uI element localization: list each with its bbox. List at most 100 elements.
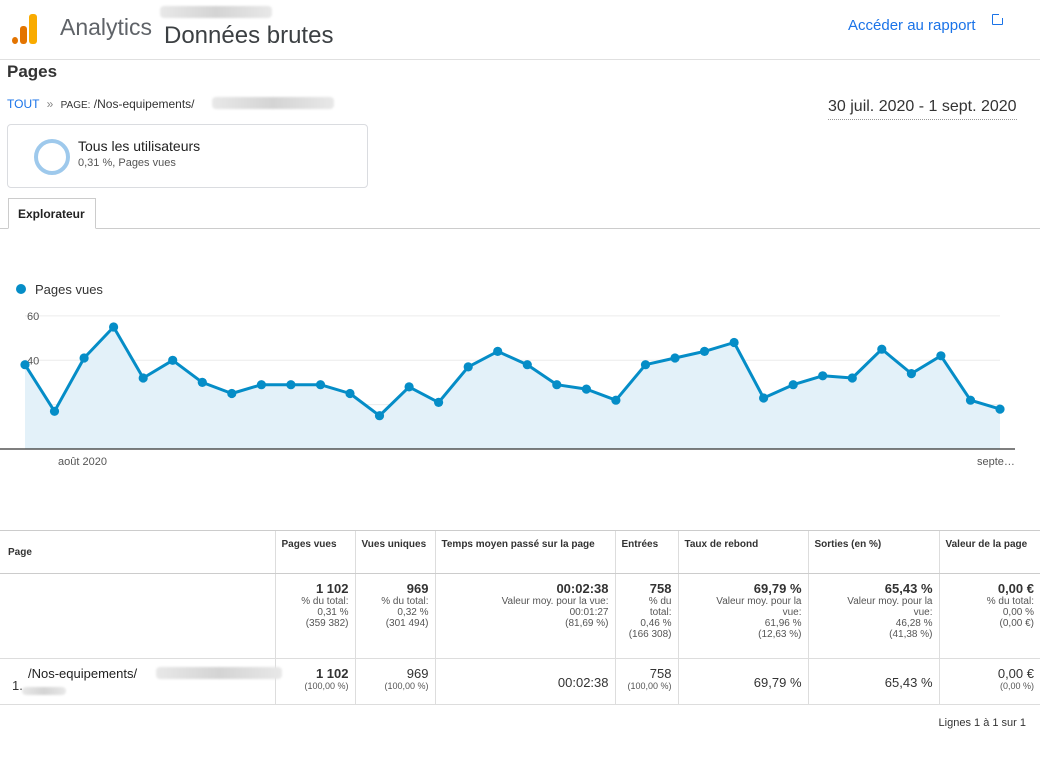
totals-page	[0, 573, 275, 659]
total-subtext: (166 308)	[628, 629, 672, 640]
data-point	[699, 346, 710, 356]
cell-exit-rate: 65,43 %	[807, 658, 939, 705]
total-value: 758	[649, 581, 672, 596]
tab-explorateur[interactable]: Explorateur	[8, 198, 96, 229]
x-tick-label: septe…	[977, 456, 1015, 468]
cell-percentage: (0,00 %)	[999, 681, 1034, 691]
data-point	[552, 380, 562, 390]
totals-entrances: 758% du total: 0,46 % (166 308)	[614, 573, 678, 659]
total-subtext: 00:01:27	[569, 607, 609, 618]
data-point	[315, 380, 326, 390]
data-point	[404, 382, 414, 392]
total-subtext: Valeur moy. pour la	[716, 596, 802, 607]
cell-value: 758	[649, 666, 672, 681]
total-subtext: 0,46 %	[640, 618, 672, 629]
data-point	[256, 380, 266, 390]
redacted-breadcrumb	[212, 97, 334, 109]
data-point	[729, 337, 739, 348]
external-link-icon[interactable]	[992, 13, 1004, 25]
total-subtext: 46,28 %	[895, 618, 933, 629]
app-name: Analytics	[60, 14, 153, 40]
data-point	[877, 344, 887, 354]
column-header-exit-rate[interactable]: Sorties (en %)	[807, 530, 939, 574]
total-subtext: Valeur moy. pour la vue:	[501, 596, 609, 607]
segment-subtitle: 0,31 %, Pages vues	[78, 157, 176, 169]
page-title: Pages	[7, 62, 58, 81]
total-subtext: (301 494)	[385, 618, 429, 629]
series-line-pages-vues	[23, 325, 1001, 418]
column-header-page[interactable]: Page	[0, 530, 275, 574]
column-header-unique-views[interactable]: Vues uniques	[354, 530, 435, 574]
data-point	[374, 411, 385, 421]
data-point	[286, 380, 296, 390]
totals-page-value: 0,00 €% du total: 0,00 % (0,00 €)	[938, 573, 1040, 659]
date-range-picker[interactable]: 30 juil. 2020 - 1 sept. 2020	[828, 98, 1017, 120]
results-table: Page Pages vues Vues uniques Temps moyen…	[0, 530, 1040, 705]
y-tick-label: 40	[27, 355, 39, 367]
totals-bounce-rate: 69,79 % Valeur moy. pour la vue: 61,96 % (12…	[677, 573, 808, 659]
table-row[interactable]: 1./Nos-equipements/1 102 (100,00 %) 969 (10…	[0, 658, 1040, 705]
total-subtext: vue:	[913, 607, 933, 618]
cell-unique-views: 969 (100,00 %)	[354, 658, 435, 705]
column-header-bounce-rate[interactable]: Taux de rebond	[677, 530, 808, 574]
total-subtext: (12,63 %)	[758, 629, 802, 640]
total-subtext: 0,00 %	[1002, 607, 1034, 618]
totals-avg-time: 00:02:38 Valeur moy. pour la vue: 00:01:27…	[434, 573, 615, 659]
data-point	[759, 393, 769, 403]
total-value: 969	[406, 581, 429, 596]
data-point	[611, 395, 621, 405]
segment-card[interactable]: Tous les utilisateurs 0,31 %, Pages vues	[7, 124, 368, 188]
column-header-pageviews[interactable]: Pages vues	[274, 530, 355, 574]
data-point	[345, 388, 355, 399]
cell-entrances: 758 (100,00 %)	[614, 658, 678, 705]
total-value: 65,43 %	[884, 581, 933, 596]
column-header-page-value[interactable]: Valeur de la page	[938, 530, 1040, 574]
data-point	[434, 397, 444, 407]
breadcrumb-separator: »	[46, 97, 54, 111]
breadcrumb-root-link[interactable]: TOUT	[7, 97, 40, 111]
cell-percentage: (100,00 %)	[304, 681, 349, 691]
total-subtext: total:	[649, 607, 672, 618]
data-point	[227, 388, 237, 399]
data-point	[581, 384, 592, 394]
page-url-link[interactable]: /Nos-equipements/	[28, 666, 138, 681]
total-subtext: 61,96 %	[764, 618, 802, 629]
data-point	[965, 395, 976, 405]
cell-page-value: 0,00 € (0,00 %)	[938, 658, 1040, 705]
data-point	[818, 371, 828, 381]
data-point	[522, 360, 532, 370]
data-point	[936, 351, 946, 361]
column-header-avg-time[interactable]: Temps moyen passé sur la page	[434, 530, 615, 574]
open-report-link[interactable]: Accéder au rapport	[848, 17, 976, 34]
segment-title: Tous les utilisateurs	[78, 138, 201, 154]
column-header-entrances[interactable]: Entrées	[614, 530, 678, 574]
app-header: Analytics Données brutes Accéder au rapp…	[0, 0, 1040, 60]
table-header-row: Page Pages vues Vues uniques Temps moyen…	[0, 530, 1040, 574]
cell-value: 65,43 %	[884, 674, 933, 690]
data-point	[168, 355, 178, 365]
data-point	[640, 360, 651, 370]
data-point	[995, 404, 1005, 414]
analytics-logo-icon[interactable]	[12, 14, 38, 44]
totals-pageviews: 1 102% du total: 0,31 % (359 382)	[274, 573, 355, 659]
y-tick-label: 60	[27, 311, 39, 323]
total-subtext: (41,38 %)	[889, 629, 933, 640]
total-subtext: % du total:	[986, 596, 1034, 607]
segment-ring-icon	[34, 139, 70, 175]
cell-bounce-rate: 69,79 %	[677, 658, 808, 705]
total-subtext: (359 382)	[305, 618, 349, 629]
tabs-divider	[0, 228, 1040, 229]
data-point	[906, 369, 917, 379]
table-totals-row: 1 102% du total: 0,31 % (359 382) 969 % du t…	[0, 573, 1040, 659]
cell-avg-time: 00:02:38	[434, 658, 615, 705]
pagination-status: Lignes 1 à 1 sur 1	[938, 717, 1026, 729]
cell-percentage: (100,00 %)	[627, 681, 672, 691]
cell-pageviews: 1 102 (100,00 %)	[274, 658, 355, 705]
total-subtext: (81,69 %)	[565, 618, 609, 629]
total-value: 69,79 %	[753, 581, 802, 596]
legend-marker	[16, 284, 26, 294]
total-value: 1 102	[315, 581, 349, 596]
cell-value: 969	[406, 666, 429, 681]
total-value: 0,00 €	[997, 581, 1034, 596]
